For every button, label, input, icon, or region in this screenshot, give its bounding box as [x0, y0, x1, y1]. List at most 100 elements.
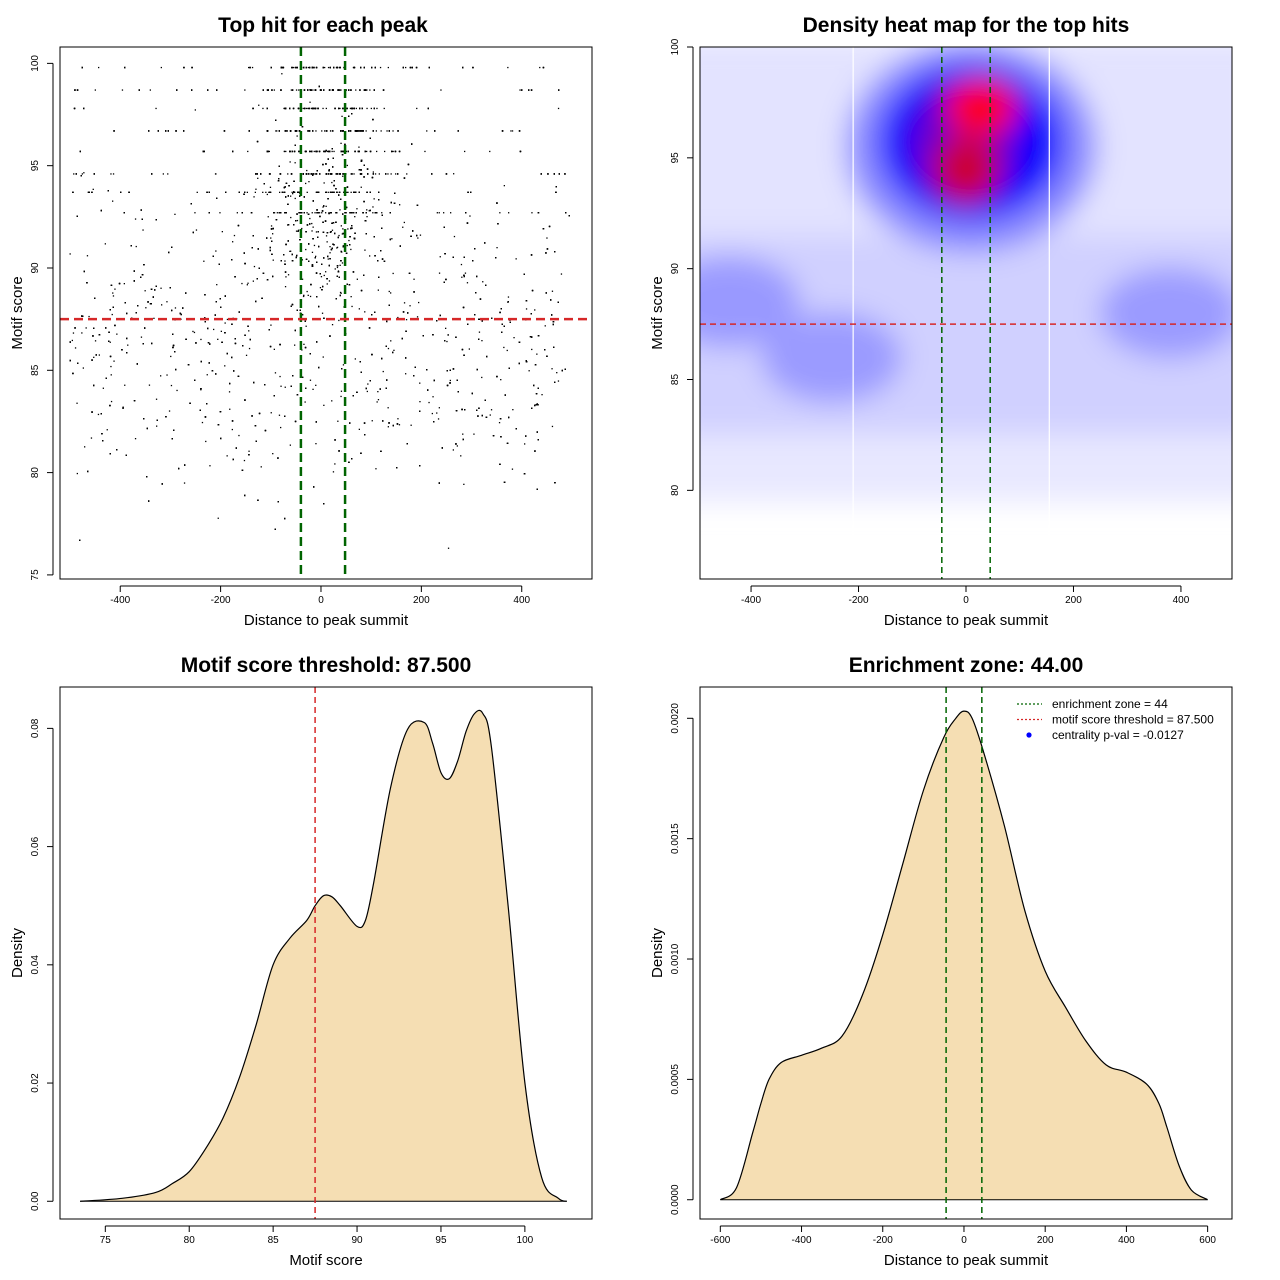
scatter-point — [360, 186, 362, 188]
scatter-point — [376, 107, 378, 110]
scatter-point — [399, 245, 401, 247]
scatter-point — [427, 107, 429, 110]
scatter-point — [419, 410, 421, 412]
scatter-point — [548, 225, 551, 228]
scatter-point — [109, 341, 111, 343]
scatter-point — [165, 416, 167, 418]
scatter-point — [313, 486, 315, 488]
scatter-point — [311, 265, 314, 267]
scatter-point — [397, 130, 399, 132]
scatter-point — [92, 188, 94, 190]
scatter-point — [322, 107, 324, 110]
scatter-point — [142, 229, 144, 231]
scatter-point — [232, 150, 234, 153]
scatter-point — [317, 212, 319, 214]
scatter-point — [357, 150, 359, 153]
scatter-point — [544, 325, 546, 327]
scatter-point — [301, 278, 304, 280]
scatter-point — [110, 374, 112, 376]
scatter-point — [174, 213, 176, 215]
scatter-point — [231, 356, 233, 359]
scatter-point — [365, 233, 367, 235]
scatter-point — [140, 209, 142, 211]
scatter-point — [246, 284, 248, 286]
scatter-point — [73, 173, 75, 175]
scatter-point — [296, 254, 298, 257]
scatter-point — [378, 173, 380, 175]
scatter-point — [361, 107, 363, 110]
scatter-point — [316, 341, 318, 343]
scatter-point — [112, 173, 115, 175]
scatter-point — [305, 258, 308, 260]
scatter-point — [412, 230, 414, 232]
scatter-point — [82, 315, 84, 317]
scatter-point — [217, 338, 219, 340]
scatter-point — [82, 367, 84, 369]
scatter-point — [287, 224, 289, 226]
scatter-point — [333, 150, 335, 153]
scatter-point — [325, 212, 327, 214]
scatter-point — [369, 255, 371, 257]
scatter-point — [324, 130, 326, 132]
scatter-point — [407, 163, 410, 166]
scatter-point — [208, 191, 210, 193]
scatter-point — [291, 260, 294, 262]
scatter-point — [315, 107, 317, 110]
scatter-point — [247, 325, 249, 327]
scatter-point — [356, 391, 358, 393]
scatter-point — [358, 169, 361, 171]
scatter-point — [121, 89, 124, 91]
scatter-point — [296, 219, 299, 222]
scatter-point — [350, 107, 353, 110]
scatter-point — [338, 450, 340, 452]
scatter-point — [339, 209, 341, 211]
scatter-point — [403, 302, 406, 304]
scatter-point — [231, 420, 234, 422]
scatter-point — [359, 107, 361, 110]
scatter-point — [507, 66, 509, 69]
scatter-point — [510, 130, 512, 132]
scatter-point — [342, 246, 344, 248]
scatter-point — [157, 130, 159, 132]
scatter-point — [312, 226, 314, 228]
scatter-point — [419, 382, 421, 384]
scatter-point — [175, 368, 177, 371]
scatter-point — [322, 221, 324, 223]
scatter-point — [463, 354, 465, 356]
scatter-point — [327, 255, 329, 258]
scatter-point — [292, 66, 294, 69]
scatter-point — [416, 234, 418, 237]
scatter-point — [231, 428, 233, 431]
scatter-point — [472, 66, 474, 69]
scatter-point — [110, 284, 113, 286]
scatter-point — [229, 382, 231, 385]
scatter-point — [209, 343, 211, 345]
scatter-point — [309, 217, 311, 220]
scatter-point — [323, 404, 325, 406]
scatter-point — [306, 191, 308, 193]
scatter-point — [372, 173, 374, 175]
scatter-point — [463, 275, 465, 278]
scatter-point — [500, 436, 502, 438]
scatter-point — [315, 421, 317, 423]
scatter-point — [353, 66, 355, 69]
scatter-point — [79, 150, 81, 153]
scatter-point — [288, 185, 290, 187]
scatter-point — [289, 161, 291, 163]
scatter-point — [155, 107, 157, 110]
scatter-point — [366, 150, 368, 153]
scatter-point — [318, 212, 321, 214]
scatter-point — [419, 465, 421, 467]
scatter-point — [368, 210, 370, 212]
scatter-point — [281, 73, 283, 75]
scatter-point — [243, 459, 246, 462]
scatter-point — [128, 191, 130, 193]
scatter-point — [290, 216, 292, 219]
scatter-point — [399, 204, 401, 206]
scatter-point — [555, 186, 557, 188]
scatter-point — [380, 450, 382, 452]
scatter-point — [251, 247, 253, 249]
scatter-point — [431, 412, 433, 415]
scatter-point — [205, 440, 207, 443]
scatter-point — [340, 390, 343, 392]
